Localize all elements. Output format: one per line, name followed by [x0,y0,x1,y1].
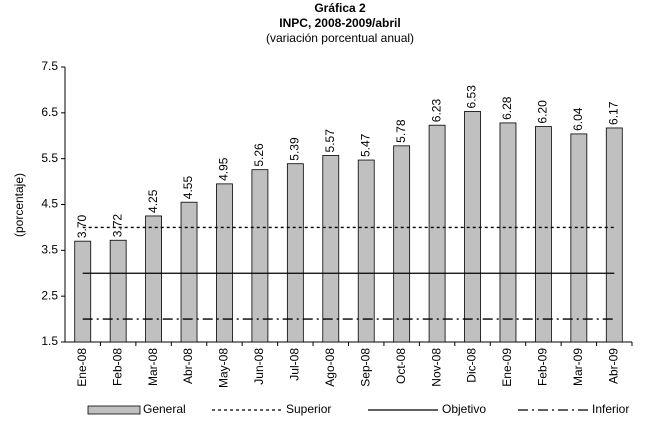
legend-label: Inferior [592,402,629,416]
bar [357,159,375,343]
legend-label: Objetivo [442,402,486,416]
value-label: 3.72 [110,214,124,238]
value-label: 3.70 [75,214,89,238]
value-label: 4.95 [217,157,231,181]
bar [109,239,127,343]
value-label: 6.53 [465,85,479,109]
x-tick-label: Ene-09 [500,348,514,387]
bar [605,127,623,343]
y-tick-label: 3.5 [41,243,58,257]
y-tick-label: 1.5 [41,334,58,348]
bar [428,124,446,343]
y-axis-label: (porcentaje) [12,173,26,237]
legend-label: Superior [286,402,331,416]
bar [570,133,588,343]
x-tick-label: Nov-08 [429,348,443,387]
x-tick-label: Ago-08 [323,348,337,387]
y-tick-label: 4.5 [41,197,58,211]
bar [322,155,340,343]
legend-label: General [143,402,186,416]
value-label: 6.20 [536,100,550,124]
bar [499,122,517,343]
value-label: 6.23 [429,99,443,123]
x-tick-label: Oct-08 [394,348,408,384]
x-tick-label: Abr-09 [606,348,620,384]
value-label: 6.04 [571,107,585,131]
value-label: 4.25 [146,189,160,213]
bar [145,215,162,343]
x-tick-label: May-08 [217,348,231,388]
value-label: 6.28 [500,96,514,120]
y-tick-label: 6.5 [41,105,58,119]
bar [464,111,481,343]
bar [251,169,269,343]
x-tick-label: Mar-08 [146,348,160,386]
y-tick-label: 2.5 [41,288,58,302]
y-tick-label: 7.5 [41,59,58,73]
x-tick-label: Dic-08 [465,348,479,383]
bar [286,163,304,343]
bar [393,145,411,343]
chart-title: Gráfica 2 [314,1,366,15]
value-label: 4.55 [181,176,195,200]
x-tick-label: Feb-08 [110,348,124,386]
x-tick-label: Jul-08 [288,348,302,381]
chart-subtitle: INPC, 2008-2009/abril [279,16,400,30]
value-label: 5.78 [394,119,408,143]
x-tick-label: Sep-08 [358,348,372,387]
bar [74,240,92,343]
x-tick-label: Ene-08 [75,348,89,387]
value-label: 5.57 [323,129,337,153]
x-tick-label: Feb-09 [536,348,550,386]
value-label: 5.26 [252,143,266,167]
legend-swatch [87,405,141,415]
x-tick-label: Abr-08 [181,348,195,384]
value-label: 5.47 [358,133,372,157]
x-tick-label: Jun-08 [252,348,266,385]
y-tick-label: 5.5 [41,151,58,165]
bar [535,126,552,343]
bar [216,183,233,343]
value-label: 5.39 [288,137,302,161]
x-tick-label: Mar-09 [571,348,585,386]
chart-subtitle: (variación porcentual anual) [266,31,414,45]
value-label: 6.17 [606,101,620,125]
bar [180,201,198,343]
